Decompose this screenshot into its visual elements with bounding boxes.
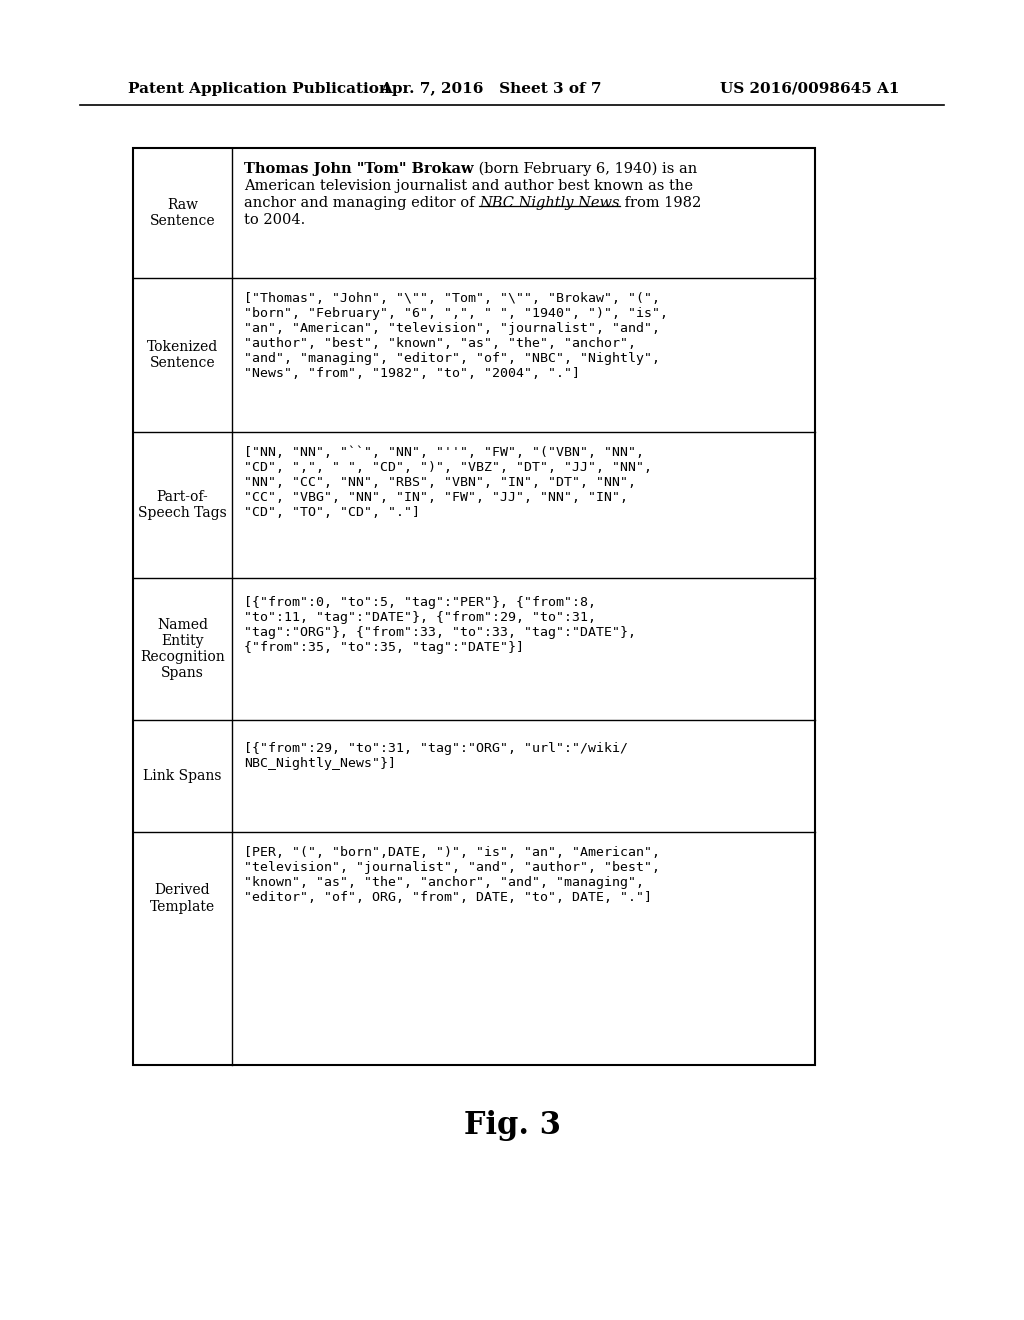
Text: "CC", "VBG", "NN", "IN", "FW", "JJ", "NN", "IN",: "CC", "VBG", "NN", "IN", "FW", "JJ", "NN… bbox=[244, 491, 628, 504]
Text: Derived
Template: Derived Template bbox=[150, 883, 215, 913]
Text: "NN", "CC", "NN", "RBS", "VBN", "IN", "DT", "NN",: "NN", "CC", "NN", "RBS", "VBN", "IN", "D… bbox=[244, 477, 636, 488]
Text: NBC_Nightly_News"}]: NBC_Nightly_News"}] bbox=[244, 756, 396, 770]
Text: from 1982: from 1982 bbox=[620, 195, 700, 210]
Bar bbox=[133, 148, 815, 1065]
Text: Patent Application Publication: Patent Application Publication bbox=[128, 82, 390, 96]
Text: "News", "from", "1982", "to", "2004", "."]: "News", "from", "1982", "to", "2004", ".… bbox=[244, 367, 580, 380]
Text: Tokenized
Sentence: Tokenized Sentence bbox=[146, 339, 218, 370]
Text: Named
Entity
Recognition
Spans: Named Entity Recognition Spans bbox=[140, 618, 225, 680]
Text: "born", "February", "6", ",", " ", "1940", ")", "is",: "born", "February", "6", ",", " ", "1940… bbox=[244, 308, 668, 319]
Text: Part-of-
Speech Tags: Part-of- Speech Tags bbox=[138, 490, 227, 520]
Text: {"from":35, "to":35, "tag":"DATE"}]: {"from":35, "to":35, "tag":"DATE"}] bbox=[244, 642, 524, 653]
Text: Link Spans: Link Spans bbox=[143, 770, 222, 783]
Text: "an", "American", "television", "journalist", "and",: "an", "American", "television", "journal… bbox=[244, 322, 660, 335]
Text: "tag":"ORG"}, {"from":33, "to":33, "tag":"DATE"},: "tag":"ORG"}, {"from":33, "to":33, "tag"… bbox=[244, 626, 636, 639]
Text: "and", "managing", "editor", "of", "NBC", "Nightly",: "and", "managing", "editor", "of", "NBC"… bbox=[244, 352, 660, 366]
Text: (born February 6, 1940) is an: (born February 6, 1940) is an bbox=[474, 162, 697, 177]
Text: [PER, "(", "born",DATE, ")", "is", "an", "American",: [PER, "(", "born",DATE, ")", "is", "an",… bbox=[244, 846, 660, 859]
Text: American television journalist and author best known as the: American television journalist and autho… bbox=[244, 180, 693, 193]
Text: Thomas John "Tom" Brokaw: Thomas John "Tom" Brokaw bbox=[244, 162, 474, 176]
Text: to 2004.: to 2004. bbox=[244, 213, 305, 227]
Text: ["NN, "NN", "``", "NN", "''", "FW", "("VBN", "NN",: ["NN, "NN", "``", "NN", "''", "FW", "("V… bbox=[244, 446, 644, 459]
Text: "to":11, "tag":"DATE"}, {"from":29, "to":31,: "to":11, "tag":"DATE"}, {"from":29, "to"… bbox=[244, 611, 596, 624]
Text: ["Thomas", "John", "\"", "Tom", "\"", "Brokaw", "(",: ["Thomas", "John", "\"", "Tom", "\"", "B… bbox=[244, 292, 660, 305]
Text: US 2016/0098645 A1: US 2016/0098645 A1 bbox=[720, 82, 899, 96]
Text: "known", "as", "the", "anchor", "and", "managing",: "known", "as", "the", "anchor", "and", "… bbox=[244, 876, 644, 888]
Text: "CD", "TO", "CD", "."]: "CD", "TO", "CD", "."] bbox=[244, 506, 420, 519]
Text: Raw
Sentence: Raw Sentence bbox=[150, 198, 215, 228]
Text: "CD", ",", " ", "CD", ")", "VBZ", "DT", "JJ", "NN",: "CD", ",", " ", "CD", ")", "VBZ", "DT", … bbox=[244, 461, 652, 474]
Text: "television", "journalist", "and", "author", "best",: "television", "journalist", "and", "auth… bbox=[244, 861, 660, 874]
Text: NBC Nightly News: NBC Nightly News bbox=[479, 195, 620, 210]
Text: "author", "best", "known", "as", "the", "anchor",: "author", "best", "known", "as", "the", … bbox=[244, 337, 636, 350]
Text: "editor", "of", ORG, "from", DATE, "to", DATE, "."]: "editor", "of", ORG, "from", DATE, "to",… bbox=[244, 891, 652, 904]
Text: Fig. 3: Fig. 3 bbox=[464, 1110, 560, 1140]
Text: Apr. 7, 2016   Sheet 3 of 7: Apr. 7, 2016 Sheet 3 of 7 bbox=[380, 82, 601, 96]
Text: [{"from":0, "to":5, "tag":"PER"}, {"from":8,: [{"from":0, "to":5, "tag":"PER"}, {"from… bbox=[244, 597, 596, 609]
Text: [{"from":29, "to":31, "tag":"ORG", "url":"/wiki/: [{"from":29, "to":31, "tag":"ORG", "url"… bbox=[244, 742, 628, 755]
Text: anchor and managing editor of: anchor and managing editor of bbox=[244, 195, 479, 210]
